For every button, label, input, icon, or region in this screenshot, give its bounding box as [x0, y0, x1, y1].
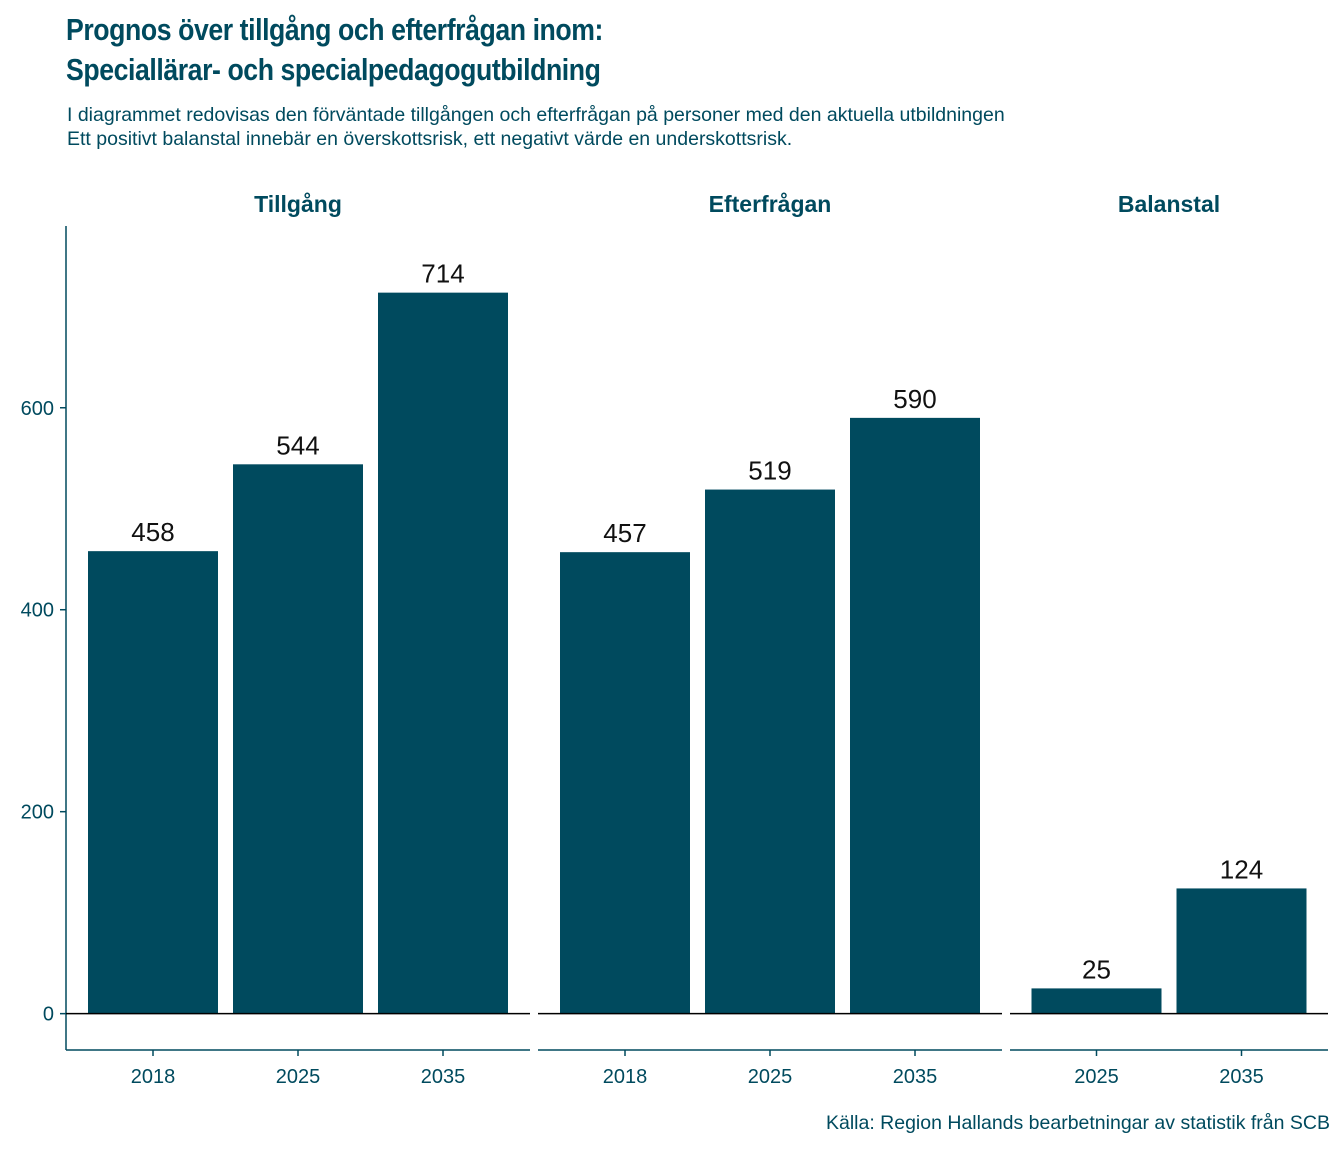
facet-title-tillg-ng: Tillgång: [254, 191, 342, 217]
title-line-1: Prognos över tillgång och efterfrågan in…: [66, 12, 603, 47]
facet-title-balanstal: Balanstal: [1118, 191, 1220, 217]
subtitle-line-1: I diagrammet redovisas den förväntade ti…: [67, 104, 1005, 126]
bar-efterfr-gan-2025: [705, 489, 835, 1014]
data-label-tillg-ng-2035: 714: [421, 259, 464, 289]
bar-tillg-ng-2025: [233, 464, 363, 1014]
bar-efterfr-gan-2035: [850, 417, 980, 1014]
x-tick-label-efterfr-gan-2018: 2018: [603, 1066, 648, 1088]
y-tick-label-0: 0: [43, 1004, 54, 1026]
bar-tillg-ng-2018: [88, 551, 218, 1014]
x-tick-label-balanstal-2035: 2035: [1219, 1066, 1264, 1088]
bar-balanstal-2035: [1176, 888, 1307, 1014]
data-label-efterfr-gan-2018: 457: [603, 518, 646, 548]
title-line-2: Speciallärar- och specialpedagogutbildni…: [66, 52, 601, 87]
bar-balanstal-2025: [1031, 988, 1162, 1014]
chart-title: Prognos över tillgång och efterfrågan in…: [66, 10, 603, 90]
y-tick-label-400: 400: [21, 600, 54, 622]
x-tick-label-tillg-ng-2025: 2025: [276, 1066, 321, 1088]
data-label-tillg-ng-2018: 458: [131, 517, 174, 547]
facet-title-efterfr-gan: Efterfrågan: [709, 191, 832, 217]
x-tick-label-tillg-ng-2035: 2035: [421, 1066, 466, 1088]
bar-efterfr-gan-2018: [560, 552, 690, 1014]
bar-tillg-ng-2035: [378, 292, 508, 1014]
y-tick-label-200: 200: [21, 802, 54, 824]
data-label-tillg-ng-2025: 544: [276, 430, 319, 460]
data-label-efterfr-gan-2025: 519: [748, 456, 791, 486]
chart-subtitle: I diagrammet redovisas den förväntade ti…: [67, 103, 1005, 151]
x-tick-label-efterfr-gan-2025: 2025: [748, 1066, 793, 1088]
y-tick-label-600: 600: [21, 398, 54, 420]
data-label-balanstal-2035: 124: [1220, 854, 1263, 884]
x-tick-label-efterfr-gan-2035: 2035: [893, 1066, 938, 1088]
subtitle-line-2: Ett positivt balanstal innebär en översk…: [67, 128, 793, 150]
x-tick-label-tillg-ng-2018: 2018: [131, 1066, 176, 1088]
x-tick-label-balanstal-2025: 2025: [1074, 1066, 1119, 1088]
source-caption: Källa: Region Hallands bearbetningar av …: [825, 1112, 1330, 1134]
data-label-efterfr-gan-2035: 590: [893, 384, 936, 414]
data-label-balanstal-2025: 25: [1082, 954, 1111, 984]
